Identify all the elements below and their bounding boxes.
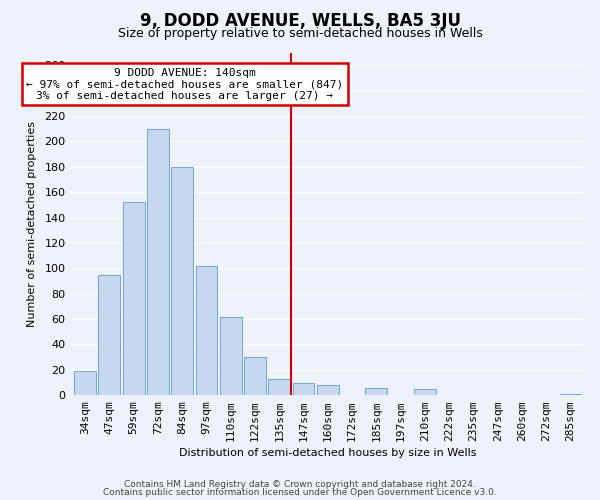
Bar: [196, 266, 217, 395]
Bar: [293, 382, 314, 395]
Text: Contains public sector information licensed under the Open Government Licence v3: Contains public sector information licen…: [103, 488, 497, 497]
Bar: [147, 128, 169, 395]
Bar: [317, 385, 338, 395]
Bar: [123, 202, 145, 395]
X-axis label: Distribution of semi-detached houses by size in Wells: Distribution of semi-detached houses by …: [179, 448, 476, 458]
Bar: [98, 274, 120, 395]
Bar: [244, 357, 266, 395]
Bar: [220, 316, 242, 395]
Text: 9 DODD AVENUE: 140sqm
← 97% of semi-detached houses are smaller (847)
3% of semi: 9 DODD AVENUE: 140sqm ← 97% of semi-deta…: [26, 68, 343, 101]
Text: Contains HM Land Registry data © Crown copyright and database right 2024.: Contains HM Land Registry data © Crown c…: [124, 480, 476, 489]
Bar: [74, 371, 96, 395]
Bar: [171, 166, 193, 395]
Text: 9, DODD AVENUE, WELLS, BA5 3JU: 9, DODD AVENUE, WELLS, BA5 3JU: [139, 12, 461, 30]
Bar: [560, 394, 581, 395]
Bar: [414, 389, 436, 395]
Bar: [365, 388, 387, 395]
Text: Size of property relative to semi-detached houses in Wells: Size of property relative to semi-detach…: [118, 28, 482, 40]
Y-axis label: Number of semi-detached properties: Number of semi-detached properties: [28, 121, 37, 327]
Bar: [268, 378, 290, 395]
